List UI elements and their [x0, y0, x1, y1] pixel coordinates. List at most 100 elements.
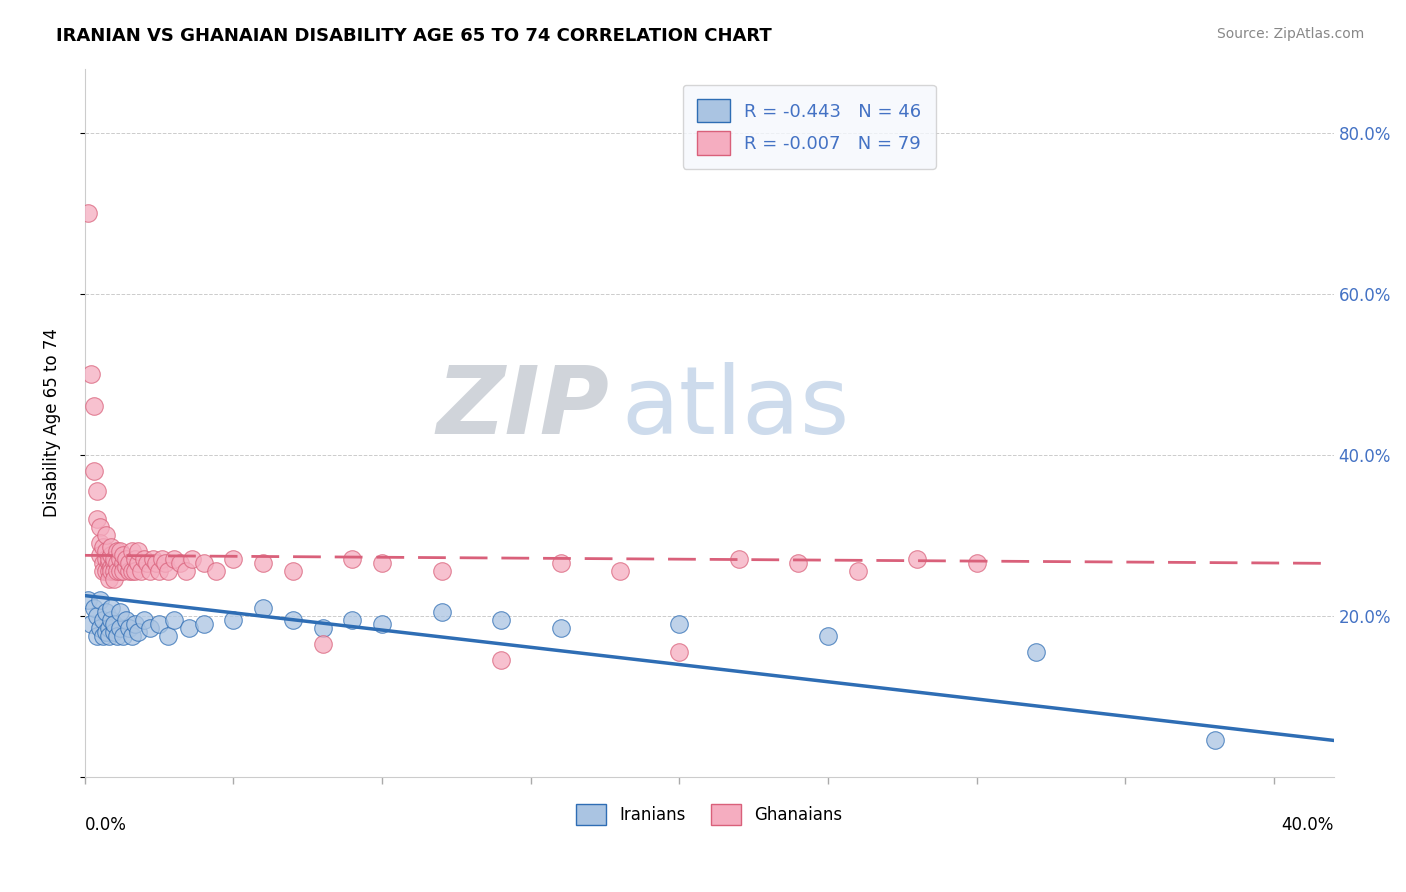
- Point: [94, 624, 117, 639]
- Point: [180, 552, 202, 566]
- Point: [193, 616, 215, 631]
- Point: [281, 613, 304, 627]
- Point: [112, 557, 135, 571]
- Text: 0.0%: 0.0%: [84, 815, 127, 833]
- Point: [668, 616, 690, 631]
- Point: [817, 629, 839, 643]
- Point: [100, 541, 122, 555]
- Text: IRANIAN VS GHANAIAN DISABILITY AGE 65 TO 74 CORRELATION CHART: IRANIAN VS GHANAIAN DISABILITY AGE 65 TO…: [56, 27, 772, 45]
- Point: [222, 552, 245, 566]
- Point: [150, 552, 173, 566]
- Point: [252, 600, 274, 615]
- Point: [91, 557, 114, 571]
- Point: [79, 616, 101, 631]
- Point: [97, 629, 120, 643]
- Point: [430, 565, 453, 579]
- Point: [222, 613, 245, 627]
- Point: [281, 565, 304, 579]
- Point: [107, 557, 129, 571]
- Point: [89, 592, 111, 607]
- Point: [83, 400, 105, 414]
- Point: [311, 621, 333, 635]
- Text: atlas: atlas: [621, 362, 851, 454]
- Point: [110, 544, 132, 558]
- Point: [100, 549, 122, 563]
- Point: [169, 557, 191, 571]
- Point: [86, 629, 108, 643]
- Point: [139, 621, 162, 635]
- Point: [97, 565, 120, 579]
- Point: [550, 557, 572, 571]
- Point: [966, 557, 988, 571]
- Point: [142, 552, 165, 566]
- Point: [252, 557, 274, 571]
- Point: [91, 613, 114, 627]
- Point: [103, 552, 125, 566]
- Point: [110, 605, 132, 619]
- Point: [342, 552, 364, 566]
- Point: [139, 565, 162, 579]
- Point: [118, 565, 141, 579]
- Point: [430, 605, 453, 619]
- Point: [728, 552, 751, 566]
- Point: [905, 552, 928, 566]
- Point: [107, 565, 129, 579]
- Point: [115, 560, 138, 574]
- Point: [609, 565, 631, 579]
- Point: [134, 613, 156, 627]
- Point: [97, 621, 120, 635]
- Text: 40.0%: 40.0%: [1281, 815, 1334, 833]
- Point: [100, 565, 122, 579]
- Point: [103, 616, 125, 631]
- Point: [79, 368, 101, 382]
- Point: [86, 608, 108, 623]
- Point: [156, 565, 179, 579]
- Point: [97, 573, 120, 587]
- Point: [342, 613, 364, 627]
- Point: [91, 629, 114, 643]
- Point: [91, 541, 114, 555]
- Point: [76, 592, 98, 607]
- Point: [97, 552, 120, 566]
- Point: [193, 557, 215, 571]
- Point: [107, 629, 129, 643]
- Point: [1204, 733, 1226, 747]
- Point: [103, 557, 125, 571]
- Point: [94, 565, 117, 579]
- Point: [110, 565, 132, 579]
- Point: [124, 616, 146, 631]
- Point: [107, 544, 129, 558]
- Y-axis label: Disability Age 65 to 74: Disability Age 65 to 74: [44, 328, 60, 517]
- Text: Source: ZipAtlas.com: Source: ZipAtlas.com: [1216, 27, 1364, 41]
- Point: [787, 557, 810, 571]
- Point: [100, 600, 122, 615]
- Point: [174, 565, 197, 579]
- Point: [153, 557, 176, 571]
- Point: [89, 520, 111, 534]
- Point: [489, 653, 512, 667]
- Point: [371, 557, 394, 571]
- Point: [89, 536, 111, 550]
- Point: [86, 512, 108, 526]
- Point: [89, 549, 111, 563]
- Point: [163, 613, 186, 627]
- Point: [204, 565, 226, 579]
- Point: [86, 483, 108, 498]
- Point: [127, 544, 149, 558]
- Point: [103, 565, 125, 579]
- Point: [148, 565, 170, 579]
- Point: [118, 557, 141, 571]
- Point: [124, 565, 146, 579]
- Point: [110, 621, 132, 635]
- Point: [145, 557, 167, 571]
- Point: [100, 560, 122, 574]
- Point: [1025, 645, 1047, 659]
- Point: [156, 629, 179, 643]
- Point: [124, 552, 146, 566]
- Point: [91, 565, 114, 579]
- Point: [115, 613, 138, 627]
- Point: [371, 616, 394, 631]
- Text: ZIP: ZIP: [436, 362, 609, 454]
- Point: [112, 565, 135, 579]
- Point: [489, 613, 512, 627]
